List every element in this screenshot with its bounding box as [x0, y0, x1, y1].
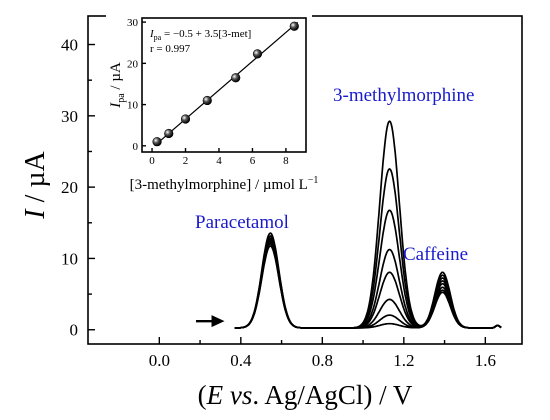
main-x-axis: 0.0 0.4 0.8 1.2 1.6 — [149, 337, 496, 370]
inset-plot-frame — [141, 17, 307, 153]
inset-background — [106, 12, 312, 172]
calibration-point — [231, 73, 241, 83]
voltammogram-curve — [234, 120, 502, 329]
inset-r-value: r = 0.997 — [150, 43, 191, 55]
inset-y-axis-label: Ipa / µA — [108, 62, 127, 109]
main-y-axis: 0 10 20 30 40 — [61, 36, 95, 340]
inset-x-tick-label: 2 — [183, 155, 189, 167]
inset-fit-line — [154, 21, 299, 147]
main-y-tick-label: 30 — [61, 107, 78, 126]
main-x-tick-label: 0.0 — [149, 351, 170, 370]
inset-points — [152, 21, 299, 147]
main-y-axis-label: I / µA — [20, 150, 51, 219]
peak-label-methylmorphine: 3-methylmorphine — [333, 85, 474, 106]
inset-x-tick-label: 8 — [283, 155, 289, 167]
inset-x-tick-label: 4 — [216, 155, 222, 167]
peak-label-caffeine: Caffeine — [403, 244, 468, 265]
main-y-tick-label: 20 — [61, 178, 78, 197]
calibration-point — [289, 21, 299, 31]
inset-x-axis: 0 2 4 6 8 — [149, 148, 289, 167]
inset-y-tick-label: 30 — [127, 17, 139, 29]
calibration-point — [252, 49, 263, 59]
inset-y-tick-label: 10 — [127, 100, 139, 112]
calibration-point — [164, 128, 174, 139]
inset-plot: 0 2 4 6 8 0 10 20 30 Ipa = −0.5 + 3.5[3-met] r … — [106, 12, 318, 193]
main-x-tick-label: 1.2 — [393, 351, 414, 370]
peak-label-paracetamol: Paracetamol — [195, 212, 289, 233]
inset-equation: Ipa = −0.5 + 3.5[3-met] — [149, 28, 251, 42]
main-x-axis-label: (E vs. Ag/AgCl) / V — [198, 380, 413, 410]
inset-y-axis: 0 10 20 30 — [127, 17, 146, 153]
main-y-tick-label: 40 — [61, 36, 78, 55]
arrow-head — [211, 315, 225, 328]
calibration-point — [152, 137, 162, 147]
inset-x-axis-label: [3-methylmorphine] / µmol L−1 — [130, 175, 319, 193]
direction-arrow — [195, 315, 225, 328]
inset-y-tick-label: 0 — [133, 141, 139, 153]
fit-line — [154, 21, 299, 147]
calibration-point — [202, 95, 212, 106]
main-curves — [234, 120, 502, 329]
inset-x-tick-label: 0 — [149, 155, 155, 167]
inset-y-tick-label: 20 — [127, 58, 139, 70]
inset-x-tick-label: 6 — [250, 155, 256, 167]
main-x-tick-label: 1.6 — [475, 351, 496, 370]
calibration-point — [180, 114, 191, 124]
main-x-tick-label: 0.4 — [230, 351, 252, 370]
main-y-tick-label: 0 — [70, 321, 79, 340]
main-x-tick-label: 0.8 — [312, 351, 333, 370]
main-y-tick-label: 10 — [61, 249, 78, 268]
